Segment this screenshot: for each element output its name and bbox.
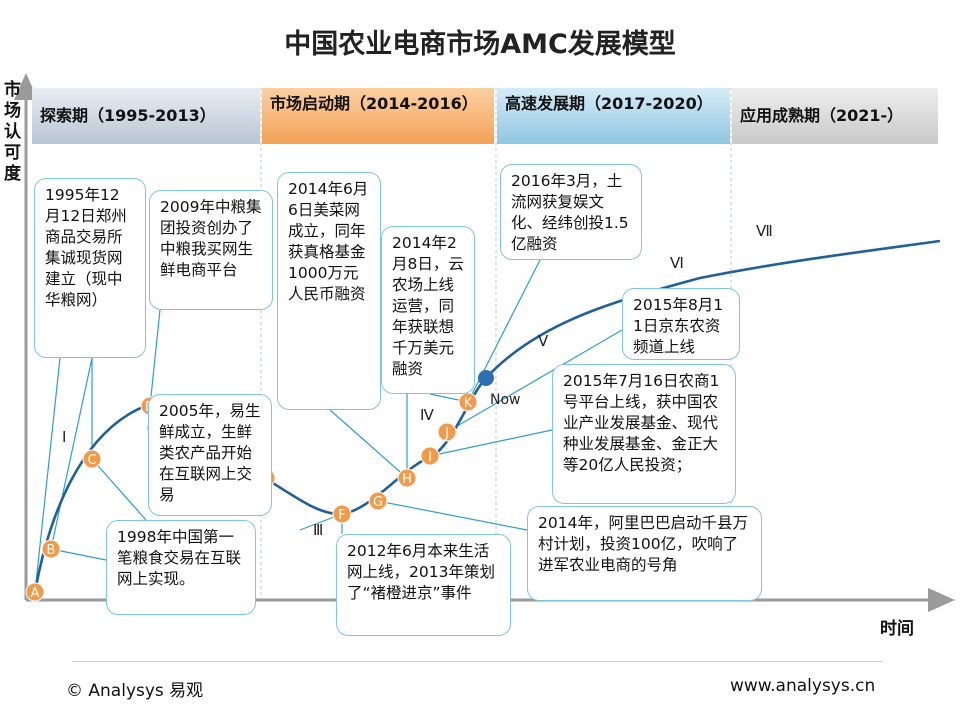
x-axis-label: 时间 <box>880 619 914 639</box>
note-g-alibaba: 2014年，阿里巴巴启动千县万村计划，投资100亿，吹响了进军农业电商的号角 <box>527 506 762 601</box>
note-i-nongshang: 2015年7月16日农商1号平台上线，获中国农业产业发展基金、现代种业发展基金、… <box>552 364 736 504</box>
note-h-meicai: 2014年6月6日美菜网成立，同年获真格基金1000万元人民币融资 <box>277 172 381 410</box>
connector-line <box>429 429 553 457</box>
note-e-yishengxian: 2005年，易生鲜成立，生鲜类农产品开始在互联网上交易 <box>148 394 272 516</box>
note-f-benlai: 2012年6月本来生活网上线，2013年策划了“褚橙进京”事件 <box>336 534 511 636</box>
timeline-point-label: C <box>87 453 96 468</box>
timeline-point-g[interactable] <box>368 491 388 511</box>
y-axis-label: 市场认可度 <box>4 80 21 184</box>
timeline-point-b[interactable] <box>41 539 61 559</box>
note-d-womai: 2009年中粮集团投资创办了中粮我买网生鲜电商平台 <box>149 190 273 310</box>
page-title: 中国农业电商市场AMC发展模型 <box>284 29 676 60</box>
now-point[interactable] <box>478 370 494 386</box>
timeline-point-label: F <box>338 508 345 523</box>
timeline-point-label: J <box>444 426 449 441</box>
stage-marker: Ⅶ <box>756 222 773 240</box>
footer-website: www.analysys.cn <box>730 676 876 696</box>
connector-line <box>149 309 161 407</box>
timeline-point-k[interactable] <box>458 392 478 412</box>
timeline-point-a[interactable] <box>25 582 45 602</box>
phase-maturity: 应用成熟期（2021-） <box>732 88 938 144</box>
timeline-point-i[interactable] <box>420 446 440 466</box>
stage-marker: Ⅴ <box>538 332 549 350</box>
timeline-point-label: K <box>464 396 473 411</box>
note-now-tuliu: 2016年3月，土流网获复娱文化、经纬创投1.5亿融资 <box>500 164 642 260</box>
phase-market-launch: 市场启动期（2014-2016） <box>262 88 494 144</box>
connector-line <box>446 329 623 433</box>
timeline-point-label: A <box>31 586 40 601</box>
timeline-point-label: I <box>428 450 432 465</box>
timeline-point-label: H <box>402 472 412 487</box>
footer-copyright: © Analysys 易观 <box>66 681 204 701</box>
note-c-zhonghualiang: 1995年12月12日郑州商品交易所集诚现货网建立（现中华粮网） <box>34 178 146 358</box>
connector-line <box>377 500 528 531</box>
timeline-point-c[interactable] <box>82 449 102 469</box>
phase-exploration: 探索期（1995-2013） <box>32 88 260 144</box>
connector-line <box>50 357 93 550</box>
note-j-jd-nongzi: 2015年8月11日京东农资频道上线 <box>622 288 740 360</box>
connector-line <box>34 357 61 593</box>
timeline-point-f[interactable] <box>332 504 352 524</box>
footer-divider <box>72 661 882 662</box>
connector-line <box>91 458 147 521</box>
stage-marker: Ⅲ <box>313 521 323 539</box>
stage-marker: Ⅳ <box>420 406 434 424</box>
timeline-point-label: G <box>373 495 383 510</box>
timeline-point-j[interactable] <box>437 422 457 442</box>
now-label: Now <box>490 392 521 408</box>
connector-line <box>329 409 408 479</box>
stage-marker: Ⅵ <box>670 254 684 272</box>
phase-rapid-growth: 高速发展期（2017-2020） <box>497 88 730 144</box>
timeline-point-h[interactable] <box>397 468 417 488</box>
stage-marker: Ⅰ <box>62 428 66 446</box>
note-k-yunnongchang: 2014年2月8日，云农场上线运营，同年获联想千万美元融资 <box>381 226 475 394</box>
note-b-first-grain-trade: 1998年中国第一笔粮食交易在互联网上实现。 <box>106 520 256 615</box>
timeline-point-label: B <box>47 543 56 558</box>
